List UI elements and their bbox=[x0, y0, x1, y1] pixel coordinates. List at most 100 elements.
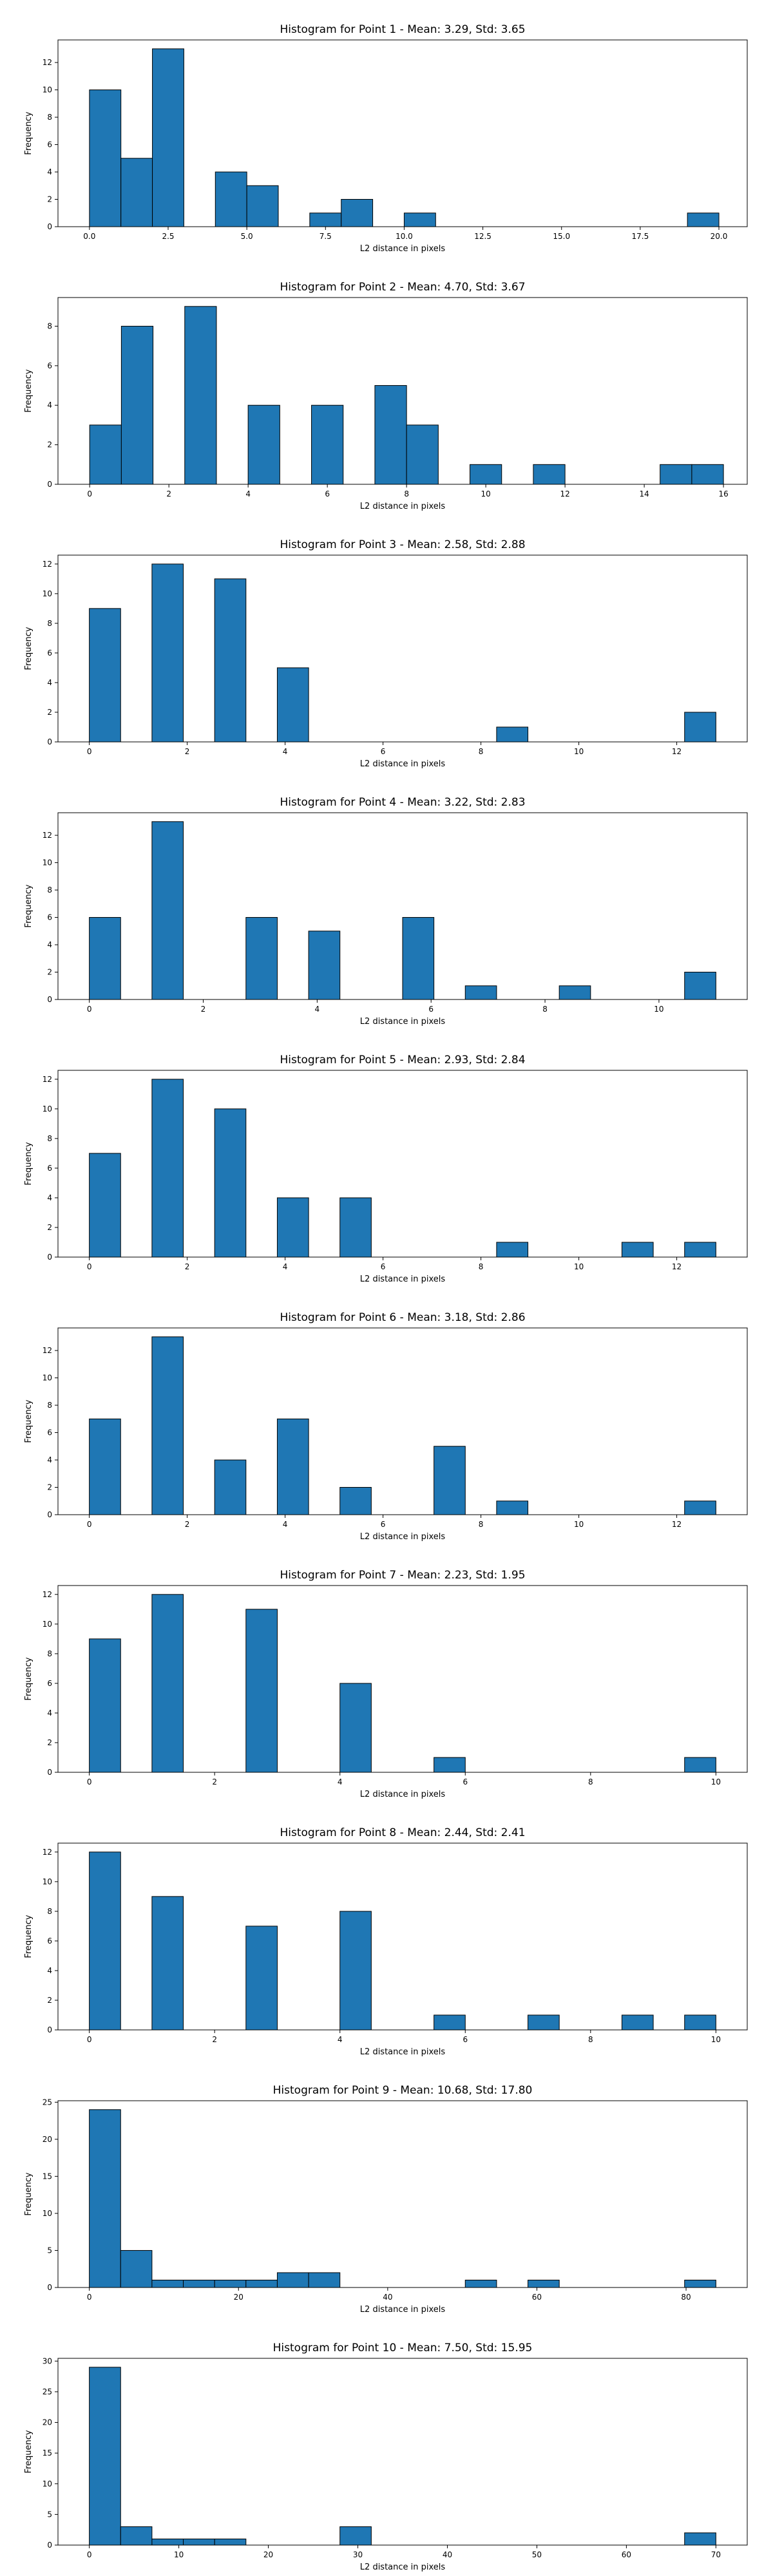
x-tick-label: 60 bbox=[532, 2293, 542, 2302]
y-tick-label: 12 bbox=[43, 1075, 52, 1084]
histogram-bar bbox=[120, 158, 153, 227]
histogram-bar bbox=[434, 1446, 466, 1515]
y-tick-label: 0 bbox=[47, 737, 52, 746]
y-tick-label: 4 bbox=[47, 1455, 52, 1464]
histogram-bar bbox=[406, 424, 439, 485]
histogram-bar bbox=[691, 464, 724, 485]
x-tick-label: 0 bbox=[87, 747, 92, 756]
x-tick-label: 7.5 bbox=[320, 232, 332, 241]
x-tick-label: 40 bbox=[383, 2293, 392, 2302]
y-tick-label: 4 bbox=[47, 401, 52, 410]
x-tick-label: 8 bbox=[479, 747, 484, 756]
x-tick-label: 0 bbox=[87, 489, 92, 498]
y-axis-label: Frequency bbox=[24, 884, 33, 927]
chart-panel-5: Histogram for Point 5 - Mean: 2.93, Std:… bbox=[24, 1054, 748, 1284]
x-axis-label: L2 distance in pixels bbox=[360, 1790, 446, 1799]
histogram-bar bbox=[151, 1079, 184, 1258]
y-tick-label: 6 bbox=[47, 140, 52, 149]
plot-frame bbox=[57, 2358, 748, 2546]
x-tick-label: 6 bbox=[325, 489, 330, 498]
y-tick-label: 12 bbox=[43, 1848, 52, 1857]
histogram-bar bbox=[403, 213, 436, 227]
histogram-bar bbox=[120, 2526, 153, 2546]
plot-frame bbox=[57, 812, 748, 1000]
y-tick-label: 2 bbox=[47, 1483, 52, 1492]
histogram-bar bbox=[464, 2279, 497, 2288]
x-tick-label: 16 bbox=[718, 489, 728, 498]
x-tick-label: 10 bbox=[574, 1262, 584, 1271]
y-tick-label: 4 bbox=[47, 940, 52, 949]
x-tick-label: 0 bbox=[87, 1262, 92, 1271]
y-tick-label: 30 bbox=[43, 2356, 52, 2365]
chart-panel-7: Histogram for Point 7 - Mean: 2.23, Std:… bbox=[24, 1569, 748, 1799]
histogram-bar bbox=[528, 2014, 560, 2031]
x-tick-label: 2 bbox=[166, 489, 171, 498]
chart-title: Histogram for Point 8 - Mean: 2.44, Std:… bbox=[280, 1826, 525, 1839]
histogram-bar bbox=[89, 1638, 121, 1773]
y-tick-label: 12 bbox=[43, 831, 52, 840]
y-tick-label: 25 bbox=[43, 2387, 52, 2396]
x-tick-label: 0 bbox=[87, 1520, 92, 1529]
y-tick-label: 0 bbox=[47, 222, 52, 231]
x-tick-label: 6 bbox=[463, 1777, 468, 1786]
histogram-bar bbox=[89, 424, 122, 485]
histogram-bar bbox=[89, 1852, 121, 2031]
x-tick-label: 17.5 bbox=[632, 232, 649, 241]
y-tick-label: 6 bbox=[47, 1428, 52, 1437]
y-tick-label: 2 bbox=[47, 440, 52, 450]
histogram-bar bbox=[339, 1487, 372, 1515]
histogram-bar bbox=[276, 1418, 309, 1515]
histogram-bar bbox=[434, 1757, 466, 1773]
plot-frame bbox=[57, 554, 748, 743]
x-tick-label: 4 bbox=[283, 1262, 288, 1271]
x-axis-label: L2 distance in pixels bbox=[360, 1017, 446, 1027]
y-tick-label: 0 bbox=[47, 2025, 52, 2034]
y-tick-label: 0 bbox=[47, 2283, 52, 2292]
histogram-bar bbox=[496, 1242, 529, 1258]
histogram-bar bbox=[276, 2272, 309, 2288]
histogram-bar bbox=[184, 306, 217, 485]
chart-panel-3: Histogram for Point 3 - Mean: 2.58, Std:… bbox=[24, 538, 748, 769]
y-axis-label: Frequency bbox=[24, 2172, 33, 2215]
histogram-bar bbox=[660, 464, 692, 485]
y-tick-label: 2 bbox=[47, 1223, 52, 1232]
histogram-bar bbox=[528, 2279, 560, 2288]
x-tick-label: 20 bbox=[234, 2293, 243, 2302]
x-tick-label: 0 bbox=[87, 2550, 92, 2559]
x-tick-label: 4 bbox=[283, 1520, 288, 1529]
y-tick-label: 12 bbox=[43, 58, 52, 67]
y-tick-label: 6 bbox=[47, 1679, 52, 1688]
chart-panel-9: Histogram for Point 9 - Mean: 10.68, Std… bbox=[24, 2084, 748, 2315]
histogram-bar bbox=[374, 385, 407, 485]
y-tick-label: 8 bbox=[47, 886, 52, 895]
x-tick-label: 60 bbox=[622, 2550, 631, 2559]
plot-frame bbox=[57, 39, 748, 227]
x-axis-label: L2 distance in pixels bbox=[360, 1274, 446, 1284]
y-tick-label: 6 bbox=[47, 1937, 52, 1946]
x-tick-label: 10 bbox=[574, 1520, 584, 1529]
x-tick-label: 12 bbox=[672, 747, 682, 756]
histogram-bar bbox=[276, 667, 309, 743]
plot-frame bbox=[57, 2100, 748, 2288]
histogram-bar bbox=[214, 2279, 247, 2288]
chart-panel-2: Histogram for Point 2 - Mean: 4.70, Std:… bbox=[24, 281, 748, 511]
histogram-bar bbox=[309, 213, 342, 227]
x-tick-label: 50 bbox=[532, 2550, 542, 2559]
histogram-bar bbox=[434, 2014, 466, 2031]
x-axis-label: L2 distance in pixels bbox=[360, 2305, 446, 2315]
y-tick-label: 4 bbox=[47, 1966, 52, 1975]
y-axis-label: Frequency bbox=[24, 1657, 33, 1700]
histogram-bar bbox=[151, 2279, 184, 2288]
x-tick-label: 20.0 bbox=[711, 232, 728, 241]
chart-title: Histogram for Point 3 - Mean: 2.58, Std:… bbox=[280, 538, 525, 551]
histogram-bar bbox=[308, 2272, 341, 2288]
x-tick-label: 6 bbox=[463, 2035, 468, 2044]
y-tick-label: 2 bbox=[47, 1996, 52, 2005]
chart-title: Histogram for Point 6 - Mean: 3.18, Std:… bbox=[280, 1311, 525, 1324]
x-tick-label: 2 bbox=[185, 1262, 190, 1271]
histogram-bar bbox=[276, 1197, 309, 1258]
y-tick-label: 0 bbox=[47, 1510, 52, 1519]
chart-panel-10: Histogram for Point 10 - Mean: 7.50, Std… bbox=[24, 2342, 748, 2572]
x-tick-label: 4 bbox=[338, 1777, 343, 1786]
